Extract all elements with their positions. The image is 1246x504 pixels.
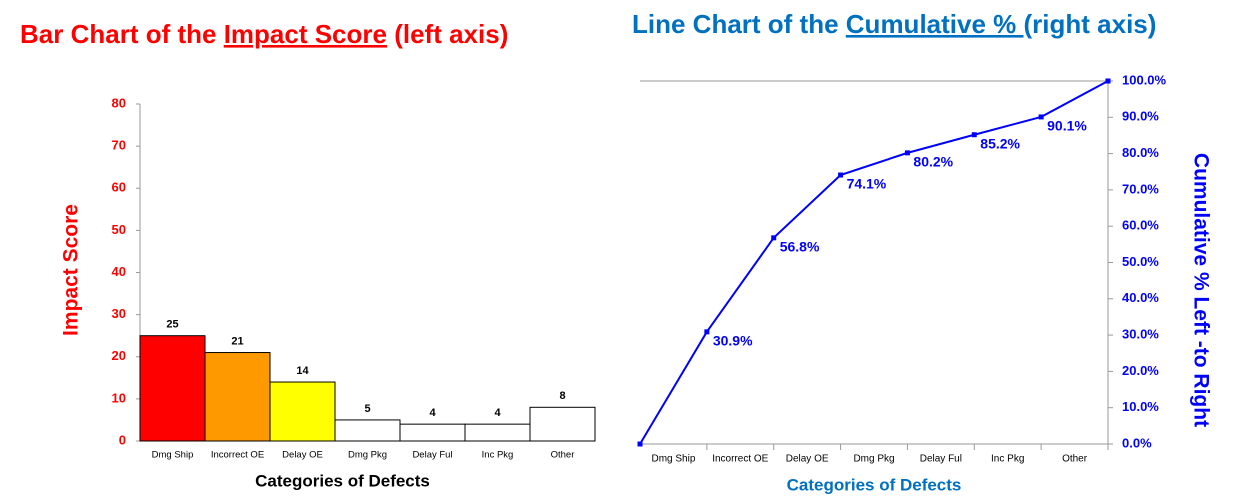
y-tick-label: 40 — [112, 264, 126, 279]
point — [971, 132, 977, 138]
line — [639, 80, 1109, 445]
point — [1105, 78, 1111, 84]
bar — [269, 381, 336, 442]
y2-axis-label: Cumulative % Left -to Right — [1189, 153, 1212, 427]
data-label: 85.2% — [980, 135, 1020, 151]
title-part: Line Chart of the — [632, 9, 846, 39]
title-part: (right axis) — [1024, 9, 1157, 39]
data-label: 4 — [429, 407, 436, 419]
y2-tick-label: 50.0% — [1122, 254, 1159, 269]
x-tick-label: Other — [1062, 454, 1088, 465]
x-tick-label: Delay OE — [786, 454, 829, 465]
y2-tick-label: 10.0% — [1122, 399, 1159, 414]
y-tick-label: 50 — [112, 222, 126, 237]
data-label: 8 — [559, 390, 565, 402]
y2-tick-label: 40.0% — [1122, 290, 1159, 305]
bar — [399, 423, 466, 442]
x-tick-label: Incorrect OE — [211, 450, 264, 461]
y-tick-label: 60 — [112, 180, 126, 195]
y-tick-label: 10 — [112, 390, 126, 405]
point — [904, 150, 910, 156]
title-part: Bar Chart of the — [20, 19, 224, 49]
data-label: 56.8% — [780, 239, 820, 255]
bar — [529, 406, 596, 442]
data-label: 4 — [494, 407, 501, 419]
bar — [334, 419, 401, 442]
point — [704, 329, 710, 335]
x-tick-label: Dmg Pkg — [853, 454, 894, 465]
point — [838, 172, 844, 178]
bar — [204, 352, 271, 442]
point — [637, 441, 643, 447]
bar — [464, 423, 531, 442]
y2-tick-label: 60.0% — [1122, 218, 1159, 233]
data-label: 80.2% — [913, 154, 953, 170]
x-tick-label: Other — [551, 450, 575, 461]
x-axis-label: Categories of Defects — [255, 471, 430, 490]
chart-title: Bar Chart of the Impact Score (left axis… — [20, 19, 508, 49]
y2-tick-label: 20.0% — [1122, 363, 1159, 378]
x-tick-label: Delay OE — [282, 450, 323, 461]
y-tick-label: 30 — [112, 306, 126, 321]
data-label: 90.1% — [1047, 118, 1087, 134]
y2-tick-label: 0.0% — [1122, 435, 1152, 450]
y2-tick-label: 100.0% — [1122, 72, 1167, 87]
data-label: 74.1% — [847, 176, 887, 192]
y-tick-label: 20 — [112, 348, 126, 363]
x-axis-label: Categories of Defects — [787, 475, 962, 494]
chart-title: Line Chart of the Cumulative % (right ax… — [632, 9, 1156, 39]
x-tick-label: Incorrect OE — [712, 454, 768, 465]
point — [771, 235, 777, 241]
y2-tick-label: 90.0% — [1122, 109, 1159, 124]
data-label: 14 — [296, 365, 309, 377]
point — [1038, 114, 1044, 120]
y-tick-label: 80 — [112, 95, 126, 110]
x-tick-label: Dmg Ship — [651, 454, 695, 465]
y2-tick-label: 70.0% — [1122, 181, 1159, 196]
x-tick-label: Dmg Pkg — [348, 450, 387, 461]
x-tick-label: Inc Pkg — [991, 454, 1024, 465]
x-tick-label: Delay Ful — [920, 454, 962, 465]
data-label: 30.9% — [713, 333, 753, 349]
x-tick-label: Inc Pkg — [482, 450, 514, 461]
data-label: 5 — [364, 403, 370, 415]
title-part: Impact Score — [224, 19, 387, 49]
bar — [139, 335, 206, 442]
y-tick-label: 0 — [119, 432, 126, 447]
y2-tick-label: 80.0% — [1122, 145, 1159, 160]
title-part: (left axis) — [387, 19, 508, 49]
y-axis-label: Impact Score — [60, 204, 83, 336]
y-tick-label: 70 — [112, 138, 126, 153]
title-part: Cumulative % — [846, 9, 1024, 39]
data-label: 21 — [231, 335, 243, 347]
x-tick-label: Delay Ful — [412, 450, 452, 461]
y2-tick-label: 30.0% — [1122, 327, 1159, 342]
x-tick-label: Dmg Ship — [152, 450, 194, 461]
data-label: 25 — [166, 319, 178, 331]
